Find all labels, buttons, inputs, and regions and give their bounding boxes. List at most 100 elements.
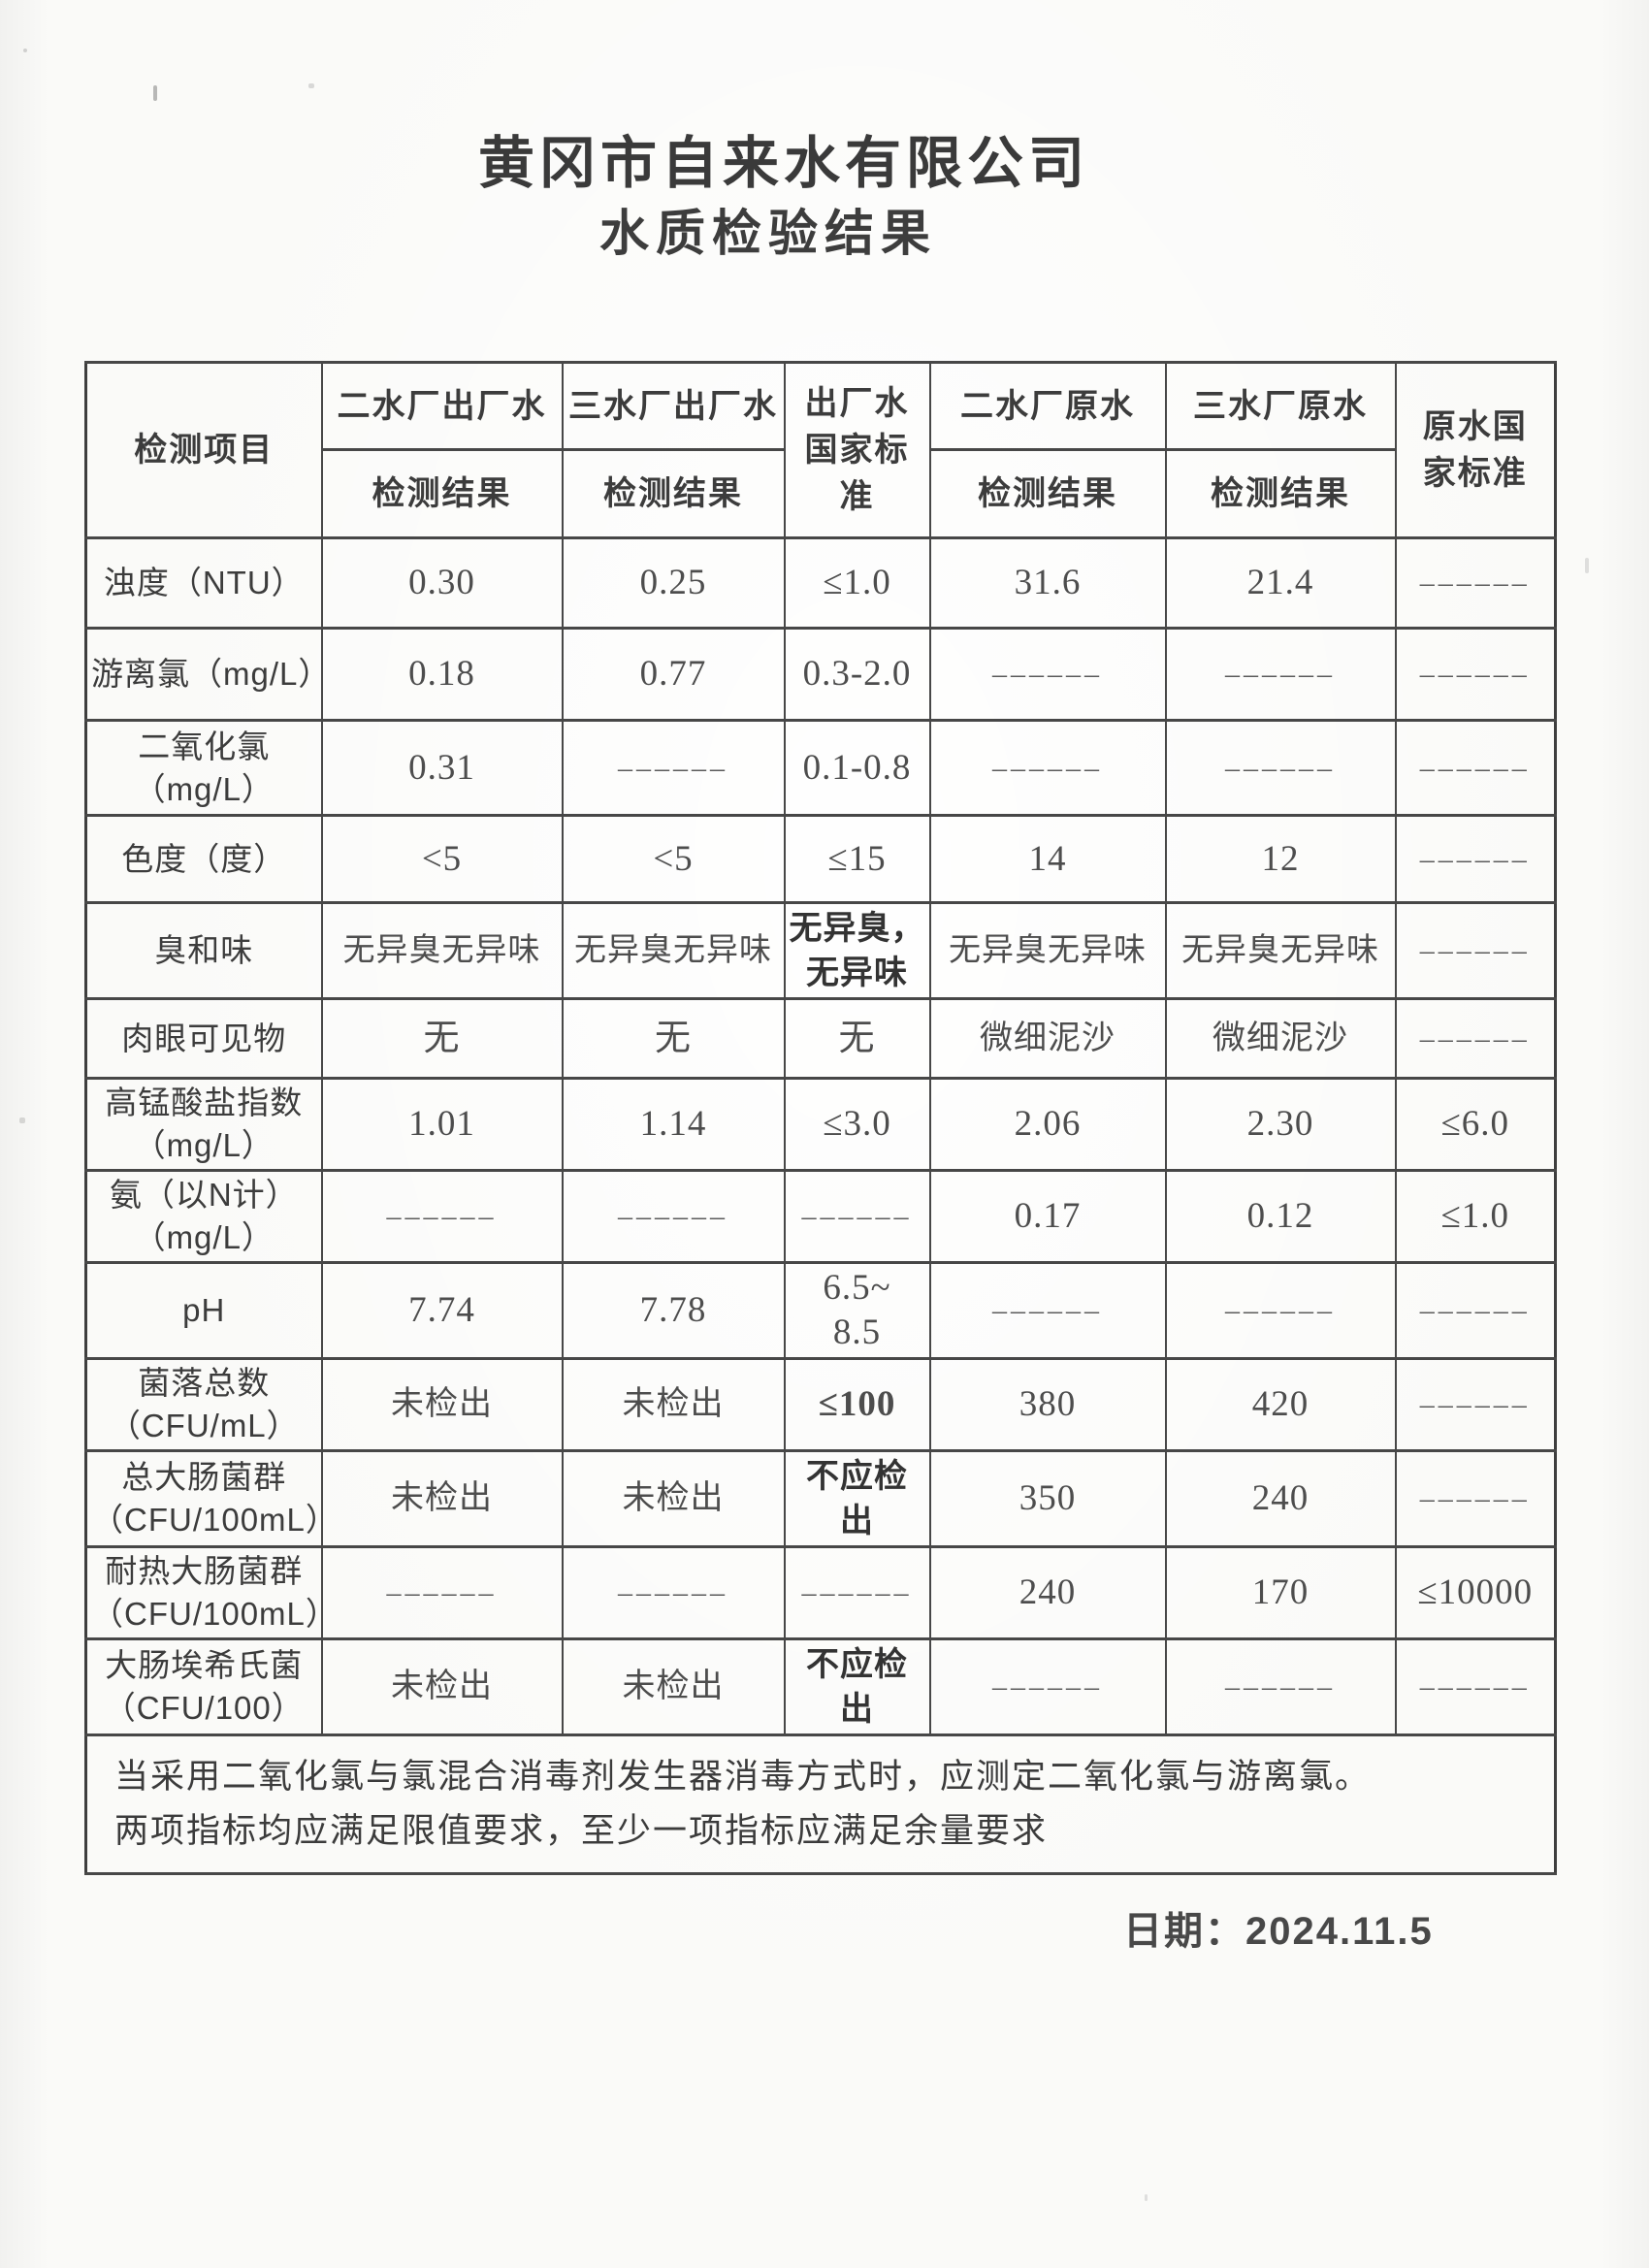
- table-row: 色度（度） <5 <5 ≤15 14 12 ––––––: [84, 814, 1557, 904]
- row-label: 菌落总数 （CFU/mL）: [84, 1357, 323, 1452]
- cell-value: 无: [783, 997, 931, 1080]
- cell-value: <5: [320, 814, 564, 904]
- report-date: 日期：2024.11.5: [1123, 1910, 1434, 1953]
- cell-value: 未检出: [320, 1357, 564, 1452]
- table-row: 游离氯（mg/L） 0.18 0.77 0.3-2.0 –––––– –––––…: [84, 627, 1557, 722]
- cell-value: ––––––: [1394, 1261, 1557, 1360]
- row-label: 总大肠菌群 （CFU/100mL）: [84, 1449, 323, 1548]
- cell-value: 0.77: [561, 627, 786, 722]
- header-plant3-outflow: 三水厂出厂水: [561, 361, 786, 451]
- scan-speck: [153, 85, 157, 101]
- cell-value: 0.12: [1164, 1169, 1397, 1264]
- cell-value: 6.5~ 8.5: [783, 1261, 931, 1360]
- cell-value: ––––––: [561, 1169, 786, 1264]
- water-quality-table: 检测项目 二水厂出厂水 三水厂出厂水 出厂水 国家标 准 二水厂原水 三水厂原水…: [84, 361, 1557, 1875]
- cell-value: 7.74: [320, 1261, 564, 1360]
- cell-value: <5: [561, 814, 786, 904]
- cell-value: 无: [320, 997, 564, 1080]
- table-row: 二氧化氯 （mg/L） 0.31 –––––– 0.1-0.8 –––––– –…: [84, 719, 1557, 817]
- scan-speck: [23, 49, 27, 52]
- cell-value: ––––––: [1394, 719, 1557, 817]
- cell-value: 0.3-2.0: [783, 627, 931, 722]
- cell-value: 7.78: [561, 1261, 786, 1360]
- table-row: 总大肠菌群 （CFU/100mL） 未检出 未检出 不应检 出 350 240 …: [84, 1449, 1557, 1548]
- cell-value: 0.31: [320, 719, 564, 817]
- cell-value: ––––––: [1164, 1261, 1397, 1360]
- cell-value: ––––––: [1394, 814, 1557, 904]
- cell-value: 0.25: [561, 536, 786, 630]
- row-label: 二氧化氯 （mg/L）: [84, 719, 323, 817]
- row-label: 高锰酸盐指数 （mg/L）: [84, 1077, 323, 1172]
- cell-value: 1.01: [320, 1077, 564, 1172]
- subheader-result: 检测结果: [1164, 448, 1397, 539]
- cell-value: ––––––: [928, 719, 1167, 817]
- header-raw-national-standard: 原水国 家标准: [1394, 361, 1557, 539]
- report-title: 水质检验结果: [598, 206, 937, 261]
- row-label: 肉眼可见物: [84, 997, 323, 1080]
- cell-value: ––––––: [928, 1637, 1167, 1736]
- row-label: 耐热大肠菌群 （CFU/100mL）: [84, 1545, 323, 1640]
- cell-value: 无异臭无异味: [561, 901, 786, 1000]
- cell-value: ≤6.0: [1394, 1077, 1557, 1172]
- cell-value: ––––––: [561, 1545, 786, 1640]
- subheader-result: 检测结果: [928, 448, 1167, 539]
- table-row: 高锰酸盐指数 （mg/L） 1.01 1.14 ≤3.0 2.06 2.30 ≤…: [84, 1077, 1557, 1172]
- company-title: 黄冈市自来水有限公司: [477, 132, 1089, 195]
- cell-value: ––––––: [1394, 997, 1557, 1080]
- cell-value: 2.30: [1164, 1077, 1397, 1172]
- cell-value: 不应检 出: [783, 1449, 931, 1548]
- subheader-result: 检测结果: [320, 448, 564, 539]
- row-label: pH: [84, 1261, 323, 1360]
- cell-value: 0.1-0.8: [783, 719, 931, 817]
- cell-value: ––––––: [1394, 1357, 1557, 1452]
- scan-speck: [19, 1118, 25, 1123]
- note-line-1: 当采用二氧化氯与氯混合消毒剂发生器消毒方式时，应测定二氧化氯与游离氯。: [114, 1758, 1372, 1796]
- cell-value: 12: [1164, 814, 1397, 904]
- table-row: 臭和味 无异臭无异味 无异臭无异味 无异臭， 无异味 无异臭无异味 无异臭无异味…: [84, 901, 1557, 1000]
- row-label: 臭和味: [84, 901, 323, 1000]
- table-note-row: 当采用二氧化氯与氯混合消毒剂发生器消毒方式时，应测定二氧化氯与游离氯。 两项指标…: [84, 1733, 1557, 1875]
- table-row: 菌落总数 （CFU/mL） 未检出 未检出 ≤100 380 420 –––––…: [84, 1357, 1557, 1452]
- cell-value: 未检出: [320, 1637, 564, 1736]
- cell-value: 无: [561, 997, 786, 1080]
- cell-value: ––––––: [1394, 1637, 1557, 1736]
- cell-value: ––––––: [320, 1545, 564, 1640]
- subheader-result: 检测结果: [561, 448, 786, 539]
- cell-value: ≤100: [783, 1357, 931, 1452]
- header-plant3-raw: 三水厂原水: [1164, 361, 1397, 451]
- cell-value: 31.6: [928, 536, 1167, 630]
- cell-value: 微细泥沙: [928, 997, 1167, 1080]
- cell-value: ––––––: [928, 627, 1167, 722]
- table-row: pH 7.74 7.78 6.5~ 8.5 –––––– –––––– ––––…: [84, 1261, 1557, 1360]
- cell-value: 21.4: [1164, 536, 1397, 630]
- header-item-column: 检测项目: [84, 361, 323, 539]
- table-row: 浊度（NTU） 0.30 0.25 ≤1.0 31.6 21.4 ––––––: [84, 536, 1557, 630]
- scan-speck: [308, 83, 314, 88]
- cell-value: ––––––: [561, 719, 786, 817]
- cell-value: ––––––: [1164, 627, 1397, 722]
- header-outflow-national-standard: 出厂水 国家标 准: [783, 361, 931, 539]
- cell-value: ––––––: [1164, 719, 1397, 817]
- cell-value: 无异臭， 无异味: [783, 901, 931, 1000]
- cell-value: 0.18: [320, 627, 564, 722]
- cell-value: ≤10000: [1394, 1545, 1557, 1640]
- cell-value: ≤3.0: [783, 1077, 931, 1172]
- header-row-2: 检测结果 检测结果 检测结果 检测结果: [86, 448, 1556, 539]
- cell-value: 240: [1164, 1449, 1397, 1548]
- cell-value: ––––––: [1394, 901, 1557, 1000]
- cell-value: ––––––: [783, 1169, 931, 1264]
- table-note: 当采用二氧化氯与氯混合消毒剂发生器消毒方式时，应测定二氧化氯与游离氯。 两项指标…: [84, 1733, 1557, 1875]
- note-line-2: 两项指标均应满足限值要求，至少一项指标应满足余量要求: [114, 1812, 1049, 1850]
- cell-value: ≤15: [783, 814, 931, 904]
- cell-value: 微细泥沙: [1164, 997, 1397, 1080]
- header-plant2-raw: 二水厂原水: [928, 361, 1167, 451]
- cell-value: 14: [928, 814, 1167, 904]
- scan-speck: [1145, 2194, 1148, 2201]
- cell-value: ≤1.0: [783, 536, 931, 630]
- cell-value: ––––––: [1164, 1637, 1397, 1736]
- table-row: 氨（以N计） （mg/L） –––––– –––––– –––––– 0.17 …: [84, 1169, 1557, 1264]
- cell-value: 无异臭无异味: [320, 901, 564, 1000]
- cell-value: 未检出: [561, 1449, 786, 1548]
- cell-value: ––––––: [1394, 627, 1557, 722]
- cell-value: 无异臭无异味: [1164, 901, 1397, 1000]
